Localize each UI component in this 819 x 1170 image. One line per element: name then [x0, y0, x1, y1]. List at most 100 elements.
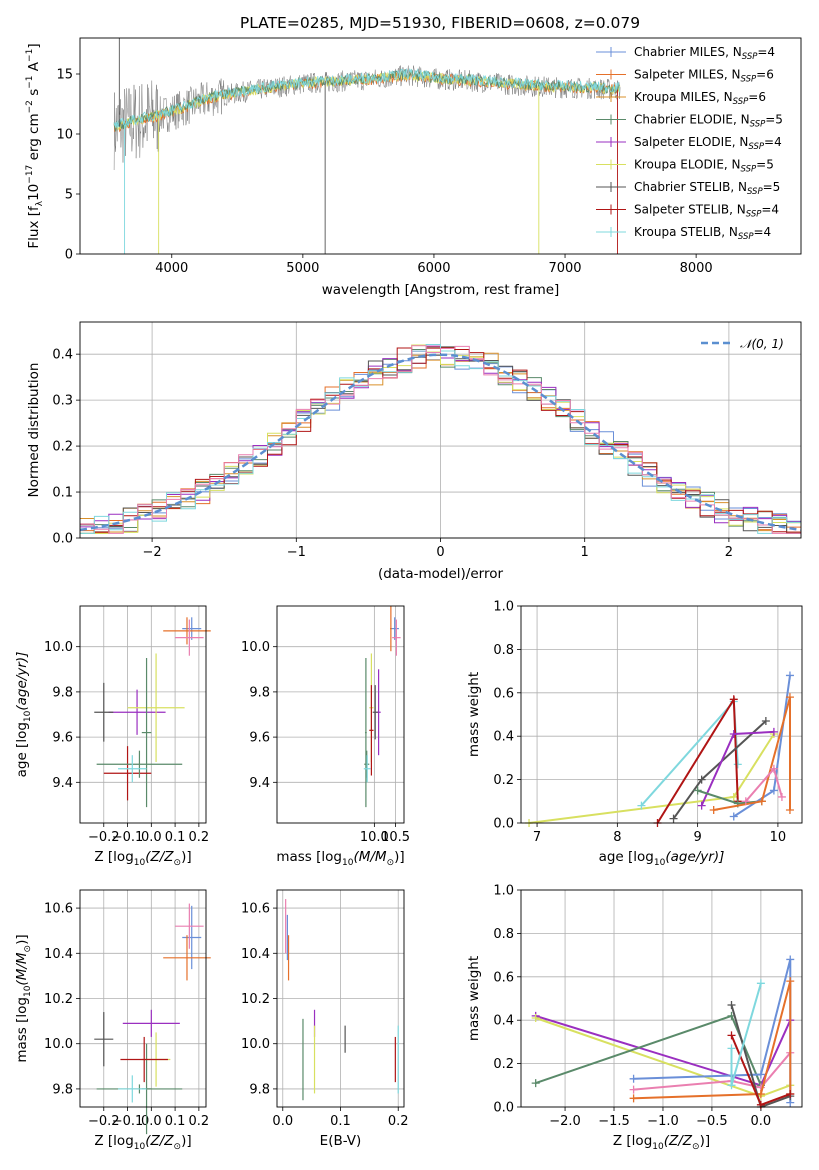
weight_vs_age-xlabel-sub: 10: [654, 858, 666, 868]
residuals-legend-label: 𝒩(0, 1): [740, 337, 784, 351]
weight_vs_Z-axes: −2.0 −1.5 −1.0 −0.5 0.0 0.0 0.2 0.4 0.6 0.8 1.0: [493, 884, 802, 1129]
weight_vs_Z-marker: [629, 1074, 638, 1083]
spectrum-legend-val: =4: [764, 135, 782, 149]
spectrum-legend-label: Kroupa ELODIE, NSSP=5: [634, 158, 774, 175]
age_vs_Z-xlabel-rest: (Z/Z: [145, 849, 174, 865]
spectrum-legend-sub: SSP: [747, 187, 763, 197]
weight_vs_Z-xtick-label: −0.5: [696, 1114, 728, 1129]
mass_vs_Z-xlabel-sub: 10: [134, 1142, 146, 1152]
spectrum-legend-label: Kroupa MILES, NSSP=6: [634, 90, 766, 107]
weight_vs_age-series-line: [713, 696, 791, 811]
weight_vs_age-marker: [769, 764, 778, 773]
mass_vs_Z-xtick-label: −0.2: [88, 1114, 120, 1129]
weight_vs_age-axes: 7 8 9 10 0.0 0.2 0.4 0.6 0.8 1.0: [493, 600, 802, 845]
spectrum-legend-val: =6: [748, 90, 766, 104]
weight_vs_age-marker: [761, 717, 770, 726]
weight_vs_Z-marker: [629, 1085, 638, 1094]
mass_vs_Z-ytick-label: 10.0: [44, 1037, 73, 1052]
mass_vs_Z-xlabel: Z [log10(Z/Z⊙)]: [94, 1133, 191, 1152]
age_vs_mass-xlabel-sun: ⊙: [387, 858, 395, 868]
residuals-ytick-label: 0.0: [52, 532, 73, 547]
age_vs_Z-xlabel-close: )]: [181, 849, 192, 865]
weight_vs_age-marker: [669, 814, 678, 823]
residuals-ytick-label: 0.4: [52, 348, 73, 363]
spectrum-legend-val: =4: [761, 203, 779, 217]
mass_vs_ebv-ytick-label: 10.4: [241, 947, 270, 962]
weight_vs_age-marker: [733, 760, 742, 769]
mass_vs_Z-ylabel-main: mass [log: [14, 997, 30, 1063]
spectrum-legend-sub: SSP: [741, 165, 757, 175]
spectrum-legend-val: =5: [756, 158, 774, 172]
spectrum-ylabel-s: s: [26, 89, 42, 100]
weight_vs_age-marker: [769, 727, 778, 736]
age_vs_Z-xlabel-sun: ⊙: [174, 858, 182, 868]
residuals-histograms: [79, 344, 802, 534]
weight_vs_age-ytick-label: 0.6: [493, 686, 514, 701]
weight_vs_Z-xlabel: Z [log10(Z/Z⊙)]: [613, 1133, 710, 1152]
weight_vs_age-marker: [769, 786, 778, 795]
mass_vs_Z-xtick-label: 0.1: [165, 1114, 186, 1129]
weight_vs_Z-ylabel: mass weight: [466, 956, 482, 1041]
age_vs_mass-xtick-label: 10.0: [360, 830, 389, 845]
spectrum-ylabel-exp4: −1: [25, 49, 35, 62]
age_vs_Z-xlabel: Z [log10(Z/Z⊙)]: [94, 849, 191, 868]
spectrum-ylabel-units: erg cm: [26, 113, 42, 164]
residuals-xtick-label: 2: [725, 545, 733, 560]
spectrum-legend-label: Chabrier MILES, NSSP=4: [634, 45, 775, 62]
age_vs_Z-ylabel: age [log10(age/yr)]: [14, 652, 33, 778]
weight_vs_Z-ytick-label: 0.4: [493, 1014, 514, 1029]
spectrum-ytick-label: 15: [56, 68, 73, 83]
weight_vs_Z-series-line: [633, 1052, 792, 1091]
spectrum-lines: [113, 38, 621, 254]
mass_vs_Z-ytick-label: 9.8: [52, 1082, 73, 1097]
age_vs_mass-axes: 10.010.59.49.69.810.0: [241, 606, 410, 845]
spectrum-legend-sub: SSP: [738, 232, 754, 242]
mass_vs_Z-xlabel-rest: (Z/Z: [145, 1133, 174, 1149]
weight_vs_age-marker: [729, 730, 738, 739]
mass_vs_ebv-xtick-label: 0.0: [272, 1114, 293, 1129]
weight_vs_Z-marker: [531, 1079, 540, 1088]
weight_vs_Z-marker: [727, 1001, 736, 1010]
weight_vs_age-marker: [757, 797, 766, 806]
weight_vs_age-xtick-label: 7: [533, 830, 541, 845]
weight_vs_Z-ytick-label: 0.6: [493, 970, 514, 985]
weight_vs_Z-xtick-label: −1.0: [647, 1114, 679, 1129]
mass_vs_ebv-ytick-label: 9.8: [249, 1082, 270, 1097]
age_vs_Z-xtick-label: 0.1: [165, 830, 186, 845]
age_vs_mass-xlabel-rest: (M/M: [353, 849, 386, 865]
weight_vs_Z-xtick-label: −2.0: [549, 1114, 581, 1129]
age_vs_Z-ylabel-rest: (age/yr)]: [14, 652, 30, 711]
spectrum-legend-label: Salpeter MILES, NSSP=6: [634, 68, 774, 85]
weight_vs_Z-marker: [786, 977, 795, 986]
mass_vs_ebv-frame: [276, 889, 405, 1108]
mass_vs_Z-frame: [79, 889, 207, 1108]
mass_vs_Z-ylabel-rest: (M/M: [14, 952, 30, 985]
weight_vs_Z-frame: [520, 889, 803, 1108]
weight_vs_Z-xlabel-close: )]: [700, 1133, 711, 1149]
mass_vs_Z-xlabel-close: )]: [181, 1133, 192, 1149]
spectrum-ytick-label: 0: [65, 248, 73, 263]
weight_vs_Z-marker: [786, 955, 795, 964]
spectrum-legend-label: Salpeter STELIB, NSSP=4: [634, 203, 779, 220]
spectrum-legend-name: Chabrier STELIB, N: [634, 180, 747, 194]
weight_vs_Z-marker: [629, 1094, 638, 1103]
spectrum-ylabel-exp2: −2: [25, 100, 35, 113]
weight_vs_Z-xtick-label: −1.5: [598, 1114, 630, 1129]
spectrum-legend-sub: SSP: [746, 210, 762, 220]
spectrum-ylabel: Flux [fλ10−17 erg cm−2 s−1 A−1]: [25, 43, 45, 248]
weight_vs_age-marker: [697, 801, 706, 810]
spectrum-legend-val: =6: [756, 68, 774, 82]
mass_vs_Z-ylabel-sun: ⊙: [23, 945, 33, 953]
residuals-histogram: [80, 344, 801, 534]
spectrum-legend-sub: SSP: [733, 97, 749, 107]
residuals-ylabel: Normed distribution: [26, 363, 42, 498]
spectrum-legend-name: Salpeter MILES, N: [634, 68, 741, 82]
spectrum-ylabel-exp3: −1: [25, 75, 35, 88]
age_vs_Z-xtick-label: 0.2: [189, 830, 210, 845]
mass_vs_Z-ytick-label: 10.2: [44, 992, 73, 1007]
weight_vs_age-xlabel-main: age [log: [599, 849, 654, 865]
mass_vs_ebv-axes: 0.0 0.1 0.2 9.8 10.0 10.2 10.4 10.6: [241, 890, 409, 1129]
residuals-xlabel: (data-model)/error: [378, 566, 504, 582]
spectrum-ytick-label: 10: [56, 128, 73, 143]
weight_vs_age-ytick-label: 0.4: [493, 730, 514, 745]
